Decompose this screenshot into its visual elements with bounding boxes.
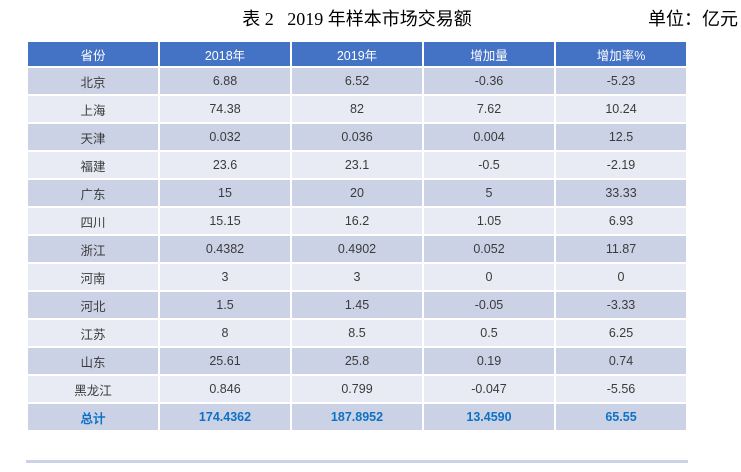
cell-2018: 15 [158,178,292,208]
cell-rate: 6.93 [554,206,688,236]
cell-2018: 1.5 [158,290,292,320]
data-table-container: 省份 2018年 2019年 增加量 增加率% 北京 6.88 6.52 -0.… [26,40,688,432]
table-row: 黑龙江 0.846 0.799 -0.047 -5.56 [26,374,688,404]
cell-2018: 74.38 [158,94,292,124]
cell-rate: -5.23 [554,66,688,96]
cell-province: 北京 [26,66,160,96]
data-table: 省份 2018年 2019年 增加量 增加率% 北京 6.88 6.52 -0.… [26,40,688,432]
cell-delta: -0.05 [422,290,556,320]
header-2018: 2018年 [158,40,292,68]
cell-2019: 23.1 [290,150,424,180]
cell-rate: -2.19 [554,150,688,180]
cell-delta: -0.36 [422,66,556,96]
table-row: 山东 25.61 25.8 0.19 0.74 [26,346,688,376]
cell-delta: 5 [422,178,556,208]
cell-delta: 0.052 [422,234,556,264]
header-2019: 2019年 [290,40,424,68]
cell-rate: 6.25 [554,318,688,348]
cell-2019: 0.4902 [290,234,424,264]
cell-delta: -0.5 [422,150,556,180]
table-row: 浙江 0.4382 0.4902 0.052 11.87 [26,234,688,264]
cell-2018: 0.032 [158,122,292,152]
header-province: 省份 [26,40,160,68]
cell-rate: -5.56 [554,374,688,404]
cell-2018: 23.6 [158,150,292,180]
table-row: 广东 15 20 5 33.33 [26,178,688,208]
header-rate: 增加率% [554,40,688,68]
cell-2019: 0.799 [290,374,424,404]
cell-total-2019: 187.8952 [290,402,424,432]
header-delta: 增加量 [422,40,556,68]
cell-2019: 6.52 [290,66,424,96]
cell-total-rate: 65.55 [554,402,688,432]
cell-total-label: 总计 [26,402,160,432]
cell-total-delta: 13.4590 [422,402,556,432]
cell-2018: 6.88 [158,66,292,96]
cell-delta: -0.047 [422,374,556,404]
cell-province: 河北 [26,290,160,320]
table-row: 河南 3 3 0 0 [26,262,688,292]
cell-2018: 0.846 [158,374,292,404]
cell-rate: -3.33 [554,290,688,320]
table-row: 上海 74.38 82 7.62 10.24 [26,94,688,124]
table-title: 表 2 2019 年样本市场交易额 [242,9,472,29]
cell-2018: 0.4382 [158,234,292,264]
table-row: 天津 0.032 0.036 0.004 12.5 [26,122,688,152]
cell-province: 浙江 [26,234,160,264]
cell-delta: 0.19 [422,346,556,376]
cell-rate: 11.87 [554,234,688,264]
table-bottom-border [26,460,688,463]
table-row: 江苏 8 8.5 0.5 6.25 [26,318,688,348]
cell-2019: 20 [290,178,424,208]
table-header-row: 省份 2018年 2019年 增加量 增加率% [26,40,688,68]
table-row: 福建 23.6 23.1 -0.5 -2.19 [26,150,688,180]
table-row: 四川 15.15 16.2 1.05 6.93 [26,206,688,236]
cell-2018: 8 [158,318,292,348]
cell-rate: 0 [554,262,688,292]
cell-province: 上海 [26,94,160,124]
cell-2019: 8.5 [290,318,424,348]
cell-delta: 0.5 [422,318,556,348]
cell-2019: 1.45 [290,290,424,320]
cell-province: 山东 [26,346,160,376]
table-row: 河北 1.5 1.45 -0.05 -3.33 [26,290,688,320]
cell-rate: 12.5 [554,122,688,152]
cell-province: 四川 [26,206,160,236]
cell-2018: 25.61 [158,346,292,376]
cell-rate: 0.74 [554,346,688,376]
cell-province: 河南 [26,262,160,292]
cell-2019: 16.2 [290,206,424,236]
cell-province: 广东 [26,178,160,208]
unit-label: 单位：亿元 [648,9,738,29]
cell-delta: 0.004 [422,122,556,152]
table-total-row: 总计 174.4362 187.8952 13.4590 65.55 [26,402,688,432]
cell-2019: 25.8 [290,346,424,376]
cell-rate: 33.33 [554,178,688,208]
cell-2019: 82 [290,94,424,124]
title-band: 表 2 2019 年样本市场交易额 [26,6,688,32]
cell-province: 福建 [26,150,160,180]
cell-delta: 1.05 [422,206,556,236]
cell-delta: 7.62 [422,94,556,124]
cell-2018: 15.15 [158,206,292,236]
cell-province: 黑龙江 [26,374,160,404]
cell-2018: 3 [158,262,292,292]
cell-province: 江苏 [26,318,160,348]
cell-rate: 10.24 [554,94,688,124]
cell-total-2018: 174.4362 [158,402,292,432]
cell-province: 天津 [26,122,160,152]
table-row: 北京 6.88 6.52 -0.36 -5.23 [26,66,688,96]
cell-delta: 0 [422,262,556,292]
cell-2019: 3 [290,262,424,292]
cell-2019: 0.036 [290,122,424,152]
